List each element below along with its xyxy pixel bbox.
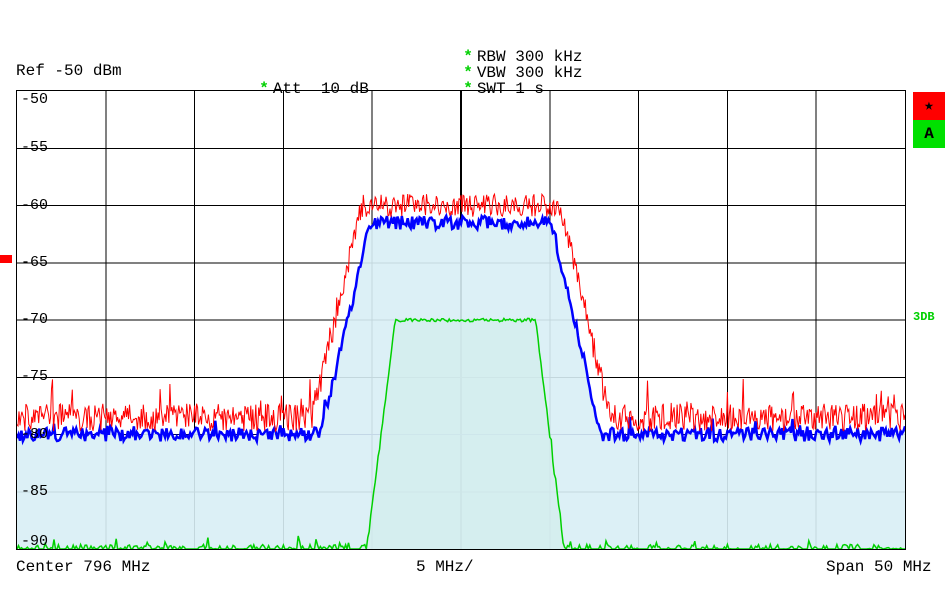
y-axis-tick-label: -60	[21, 197, 48, 214]
y-axis-tick-label: -80	[21, 426, 48, 443]
y-axis-tick-label: -50	[21, 91, 48, 108]
trace-badge-maxhold[interactable]: ★	[913, 92, 945, 120]
y-axis-tick-label: -55	[21, 139, 48, 156]
y-axis-tick-label: -70	[21, 311, 48, 328]
y-axis-tick-label: -65	[21, 254, 48, 271]
freq-per-div-label: 5 MHz/	[416, 558, 474, 576]
ndb-down-label: 3DB	[913, 310, 935, 324]
y-axis-tick-label: -75	[21, 368, 48, 385]
trigger-level-icon	[0, 255, 12, 263]
ref-level-label: Ref -50 dBm	[16, 62, 122, 80]
y-axis-tick-label: -85	[21, 483, 48, 500]
y-axis-tick-label: -90	[21, 533, 48, 550]
center-freq-label: Center 796 MHz	[16, 558, 150, 576]
trace-badge-a[interactable]: A	[913, 120, 945, 148]
spectrum-plot[interactable]: -50 -55 -60 -65 -70 -75 -80 -85 -90	[16, 90, 906, 550]
span-label: Span 50 MHz	[826, 558, 932, 576]
